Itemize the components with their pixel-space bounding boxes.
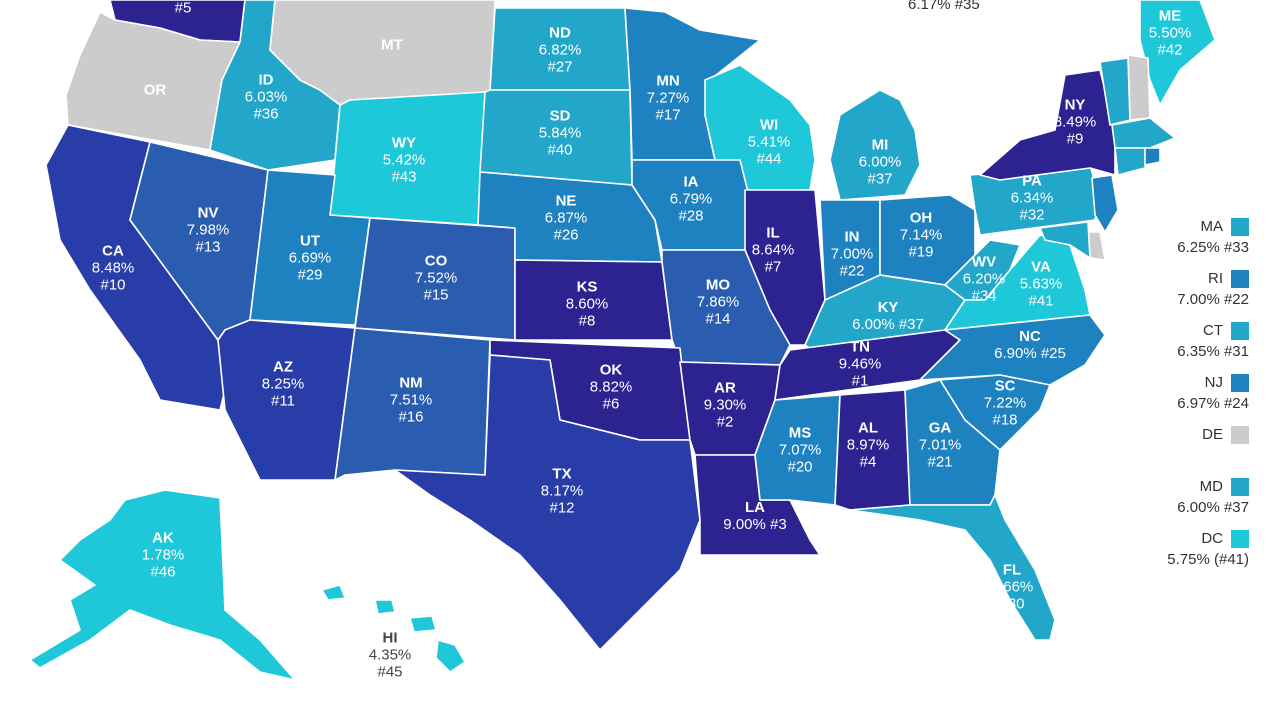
legend-abbr: NJ [1204, 374, 1223, 391]
label-AL: AL 8.97% #4 [846, 419, 890, 471]
top-note: 6.17% #35 [908, 0, 980, 13]
label-FL: FL 6.66% #30 [990, 561, 1034, 613]
legend-abbr: CT [1203, 322, 1223, 339]
legend-value: 5.75% (#41) [1167, 551, 1249, 568]
legend-value: 6.00% #37 [1177, 499, 1249, 516]
legend-value: 6.35% #31 [1177, 343, 1249, 360]
legend-abbr: MA [1200, 218, 1224, 235]
legend-swatch [1231, 426, 1249, 444]
legend-abbr: RI [1208, 270, 1223, 287]
label-AK: AK 1.78% #46 [141, 529, 185, 581]
state-TX [394, 354, 701, 651]
state-MA [1111, 117, 1176, 149]
state-HI-2 [374, 599, 396, 615]
label-CA: CA 8.48% #10 [91, 242, 135, 294]
label-MT: MT [381, 36, 403, 54]
label-HI: HI 4.35% #45 [368, 629, 412, 681]
legend-value: 6.25% #33 [1177, 239, 1249, 256]
state-NJ [1091, 174, 1119, 233]
legend-swatch [1231, 322, 1249, 340]
label-SC: SC 7.22% #18 [983, 377, 1027, 429]
state-NH [1127, 54, 1151, 121]
label-TN: TN 9.46% #1 [838, 338, 882, 390]
label-NM: NM 7.51% #16 [389, 374, 433, 426]
state-FL [849, 494, 1056, 641]
label-PA: PA 6.34% #32 [1010, 172, 1054, 224]
legend-swatch [1231, 218, 1249, 236]
state-AK [29, 489, 296, 681]
label-KY: KY 6.00% #37 [852, 299, 924, 333]
label-WI: WI 5.41% #44 [747, 116, 791, 168]
label-ME: ME 5.50% #42 [1148, 7, 1192, 59]
state-HI-1 [321, 584, 346, 601]
legend-value: 6.97% #24 [1177, 395, 1249, 412]
label-IL: IL 8.64% #7 [751, 224, 795, 276]
label-MN: MN 7.27% #17 [646, 72, 690, 124]
legend-swatch [1231, 270, 1249, 288]
label-KS: KS 8.60% #8 [565, 278, 609, 330]
legend-swatch [1231, 374, 1249, 392]
label-OR: OR [143, 81, 167, 99]
label-NV: NV 7.98% #13 [186, 204, 230, 256]
state-MD [1039, 221, 1091, 259]
legend-item-md: MD 6.00% #37 [1135, 478, 1265, 520]
label-UT: UT 6.69% #29 [288, 232, 332, 284]
legend-value: 7.00% #22 [1177, 291, 1249, 308]
label-SD: SD 5.84% #40 [538, 107, 582, 159]
legend-abbr: DE [1202, 426, 1223, 443]
legend-item-de: DE [1135, 426, 1265, 468]
label-IA: IA 6.79% #28 [669, 173, 713, 225]
label-OH: OH 7.14% #19 [899, 209, 943, 261]
label-TX: TX 8.17% #12 [540, 465, 584, 517]
label-NC: NC 6.90% #25 [994, 328, 1066, 362]
legend-item-ri: RI 7.00% #22 [1135, 270, 1265, 312]
state-MI [829, 89, 921, 201]
label-NY: NY 8.49% #9 [1053, 96, 1097, 148]
legend-abbr: DC [1201, 530, 1223, 547]
state-RI [1144, 147, 1161, 166]
label-MO: MO 7.86% #14 [696, 276, 740, 328]
label-WV: WV 6.20% #34 [962, 253, 1006, 305]
label-OK: OK 8.82% #6 [589, 361, 633, 413]
label-MI: MI 6.00% #37 [858, 136, 902, 188]
label-ND: ND 6.82% #27 [538, 24, 582, 76]
label-NE: NE 6.87% #26 [544, 192, 588, 244]
label-CO: CO 7.52% #15 [414, 252, 458, 304]
label-AR: AR 9.30% #2 [703, 379, 747, 431]
state-HI-3 [409, 615, 437, 633]
legend-swatch [1231, 530, 1249, 548]
label-ID: ID 6.03% #36 [244, 71, 288, 123]
label-MS: MS 7.07% #20 [778, 424, 822, 476]
legend-abbr: MD [1199, 478, 1223, 495]
legend-item-ma: MA 6.25% #33 [1135, 218, 1265, 260]
label-WY: WY 5.42% #43 [382, 134, 426, 186]
label-GA: GA 7.01% #21 [918, 419, 962, 471]
legend-swatch [1231, 478, 1249, 496]
state-ME [1139, 0, 1216, 106]
legend-item-nj: NJ 6.97% #24 [1135, 374, 1265, 416]
legend-item-dc: DC 5.75% (#41) [1135, 530, 1265, 572]
label-WA: #5 [174, 0, 192, 17]
state-CT [1114, 147, 1146, 176]
state-VT [1099, 57, 1131, 126]
bottom-strip [0, 706, 1279, 720]
label-IN: IN 7.00% #22 [830, 228, 874, 280]
label-AZ: AZ 8.25% #11 [261, 358, 305, 410]
label-LA: LA 9.00% #3 [723, 499, 787, 533]
label-VA: VA 5.63% #41 [1019, 258, 1063, 310]
legend-item-ct: CT 6.35% #31 [1135, 322, 1265, 364]
state-HI-4 [435, 639, 466, 673]
